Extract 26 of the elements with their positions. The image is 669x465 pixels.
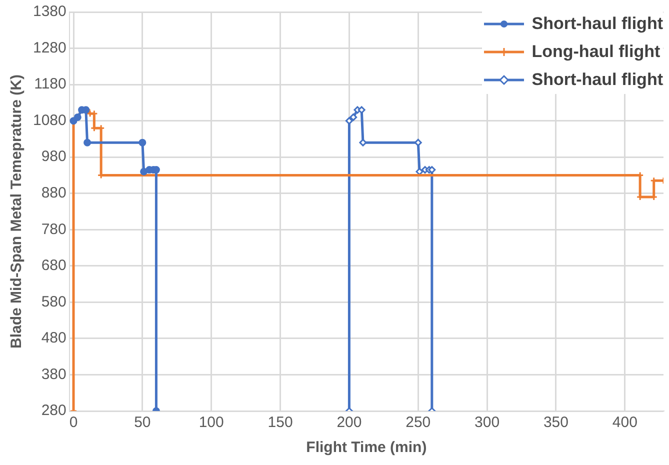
y-tick-label: 880 [41,184,66,202]
x-tick-label: 100 [198,414,224,432]
x-tick-label: 400 [612,414,638,432]
legend-label: Short-haul flight [532,14,663,34]
y-tick-label: 1380 [32,3,66,20]
y-tick-label: 1080 [32,112,66,129]
y-tick-label: 1280 [32,39,66,56]
y-tick-label: 980 [41,148,66,166]
x-tick-label: 350 [543,414,568,432]
y-axis-title: Blade Mid-Span Metal Temeprature (K) [8,74,26,348]
x-axis-title: Flight Time (min) [306,439,427,456]
y-tick-label: 580 [41,293,66,310]
x-tick-label: 200 [336,414,362,432]
y-tick-label: 480 [41,330,66,347]
x-tick-label: 250 [406,414,431,432]
y-tick-label: 380 [41,366,66,383]
x-tick-label: 0 [69,414,78,432]
legend-label: Short-haul flight [532,70,663,90]
y-tick-label: 280 [41,402,66,420]
x-tick-label: 300 [474,414,500,432]
x-tick-label: 50 [134,414,151,432]
x-tick-label: 150 [268,414,293,432]
legend-label: Long-haul flight [532,42,660,62]
y-tick-label: 1180 [34,76,66,93]
y-tick-label: 680 [41,257,66,274]
y-tick-label: 780 [41,220,66,238]
